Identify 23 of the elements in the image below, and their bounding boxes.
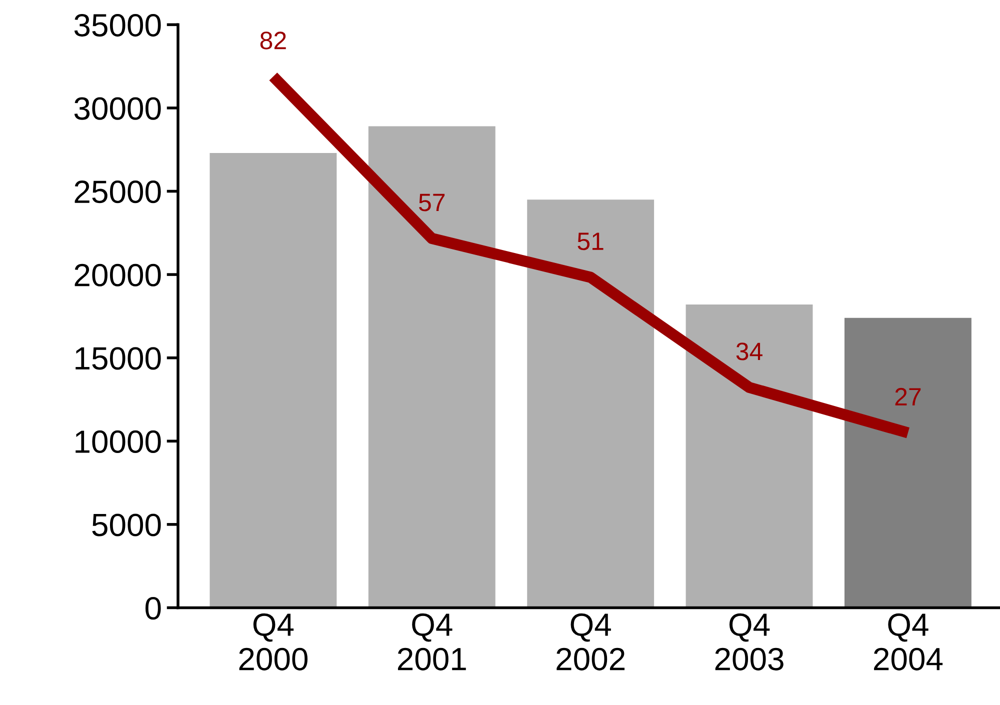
data-label: 57 (418, 194, 445, 212)
bar (844, 318, 972, 608)
bar (210, 152, 337, 608)
x-tick-label: Q4 2001 (398, 613, 466, 670)
y-tick-label: 20000 (74, 264, 161, 286)
y-tick-label: 35000 (74, 14, 161, 37)
bar (527, 200, 654, 608)
y-tick-label: 5000 (92, 514, 161, 536)
y-tick-label: 15000 (76, 347, 161, 370)
bar (686, 304, 813, 608)
x-tick-label: Q4 2000 (239, 613, 308, 670)
data-label: 82 (260, 32, 286, 50)
data-label: 27 (895, 388, 921, 406)
x-tick-label: Q4 2002 (556, 613, 625, 670)
bar (368, 126, 496, 608)
y-tick-label: 10000 (76, 430, 161, 454)
data-label: 34 (736, 342, 762, 360)
y-tick-label: 0 (146, 596, 161, 620)
y-tick-label: 30000 (74, 97, 161, 120)
data-label: 51 (578, 232, 604, 250)
x-tick-label: Q4 2003 (715, 613, 784, 670)
x-tick-label: Q4 2004 (874, 613, 943, 670)
y-tick-label: 25000 (74, 180, 161, 204)
